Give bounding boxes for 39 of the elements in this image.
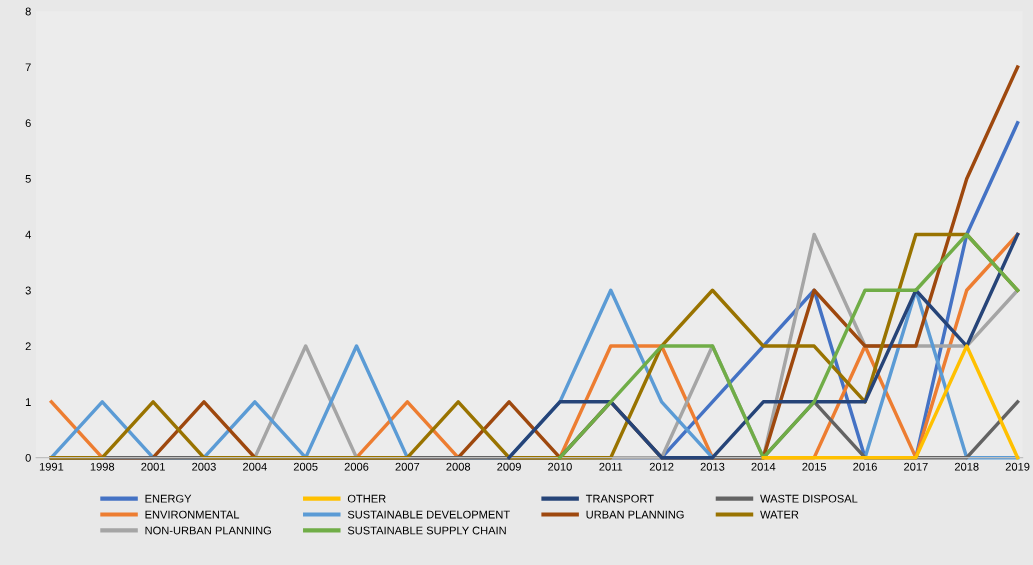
x-tick-label: 2009 xyxy=(497,462,521,471)
x-tick-label: 2005 xyxy=(293,462,318,471)
x-tick-label: 2015 xyxy=(802,462,827,471)
x-tick-label: 2001 xyxy=(141,462,165,471)
x-tick-label: 1998 xyxy=(90,462,115,471)
y-tick-label: 2 xyxy=(25,342,31,351)
y-tick-label: 5 xyxy=(25,175,31,183)
legend-label: ENVIRONMENTAL xyxy=(145,510,240,519)
x-tick-label: 2014 xyxy=(751,462,776,471)
x-tick-label: 2006 xyxy=(344,462,369,471)
x-tick-label: 2008 xyxy=(446,462,471,471)
legend-label: WASTE DISPOSAL xyxy=(760,494,858,503)
y-tick-label: 8 xyxy=(25,7,31,16)
x-tick-label: 2016 xyxy=(853,462,877,471)
legend-label: OTHER xyxy=(347,494,386,503)
x-tick-label: 2003 xyxy=(192,462,216,471)
x-tick-label: 2017 xyxy=(904,462,928,471)
legend-label: WATER xyxy=(760,510,799,519)
legend-label: SUSTAINABLE DEVELOPMENT xyxy=(347,510,510,519)
x-tick-label: 2011 xyxy=(599,462,623,471)
x-tick-label: 2007 xyxy=(395,462,420,471)
y-tick-label: 7 xyxy=(25,63,31,72)
legend-label: TRANSPORT xyxy=(585,494,654,503)
legend-label: ENERGY xyxy=(145,494,192,503)
legend-label: SUSTAINABLE SUPPLY CHAIN xyxy=(347,526,506,535)
y-tick-label: 6 xyxy=(25,119,31,128)
y-tick-label: 1 xyxy=(25,398,31,406)
x-tick-label: 1991 xyxy=(39,462,64,471)
y-tick-label: 4 xyxy=(25,230,31,239)
x-tick-label: 2004 xyxy=(243,462,267,471)
legend-label: NON-URBAN PLANNING xyxy=(145,526,271,535)
x-tick-label: 2013 xyxy=(700,462,725,471)
y-tick-label: 0 xyxy=(25,453,31,462)
x-tick-label: 2019 xyxy=(1005,462,1030,471)
legend-label: URBAN PLANNING xyxy=(586,510,684,519)
x-tick-label: 2018 xyxy=(954,462,979,471)
y-tick-label: 3 xyxy=(25,286,31,295)
x-tick-label: 2010 xyxy=(548,462,572,471)
x-tick-label: 2012 xyxy=(649,462,674,471)
